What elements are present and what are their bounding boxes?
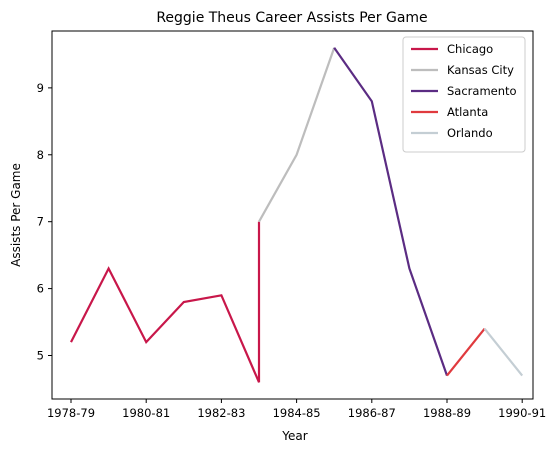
y-axis-label: Assists Per Game bbox=[9, 163, 23, 267]
x-tick-label: 1984-85 bbox=[273, 406, 321, 420]
x-tick-label: 1990-91 bbox=[498, 406, 546, 420]
legend-label: Orlando bbox=[447, 126, 493, 140]
series-line-chicago bbox=[70, 221, 261, 383]
x-axis: 1978-79 1980-81 1982-83 1984-85 1986-87 1988-… bbox=[47, 399, 546, 420]
legend-label: Kansas City bbox=[447, 63, 514, 77]
y-tick-label: 7 bbox=[37, 215, 44, 229]
y-tick-label: 8 bbox=[37, 148, 44, 162]
y-tick-label: 6 bbox=[37, 282, 44, 296]
y-tick-label: 5 bbox=[37, 349, 44, 363]
y-tick-label: 9 bbox=[37, 81, 44, 95]
chart-title: Reggie Theus Career Assists Per Game bbox=[156, 10, 427, 26]
x-tick-label: 1982-83 bbox=[197, 406, 245, 420]
legend-box bbox=[402, 36, 526, 153]
x-tick-label: 1978-79 bbox=[47, 406, 95, 420]
legend-label: Atlanta bbox=[447, 105, 488, 119]
legend-label: Chicago bbox=[447, 42, 493, 56]
x-axis-label: Year bbox=[281, 429, 307, 443]
series-line-orlando bbox=[483, 328, 524, 377]
x-tick-label: 1988-89 bbox=[423, 406, 471, 420]
x-tick-label: 1986-87 bbox=[348, 406, 396, 420]
y-axis: 5 6 7 8 9 bbox=[37, 81, 52, 363]
legend: Chicago Kansas City Sacramento Atlanta Orlan… bbox=[402, 36, 526, 153]
series-line-kansas-city bbox=[258, 47, 336, 223]
plot-frame bbox=[51, 30, 534, 400]
x-tick-label: 1980-81 bbox=[122, 406, 170, 420]
legend-label: Sacramento bbox=[447, 84, 517, 98]
series-line-sacramento bbox=[333, 47, 449, 376]
series-line-atlanta bbox=[446, 328, 486, 377]
plot-lines bbox=[70, 47, 524, 383]
